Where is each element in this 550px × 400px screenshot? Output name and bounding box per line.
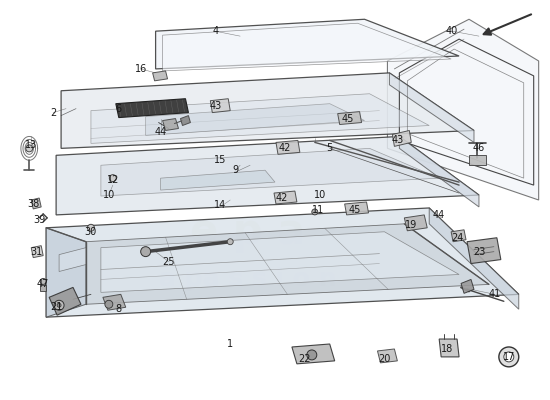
Polygon shape bbox=[399, 136, 479, 207]
Polygon shape bbox=[86, 224, 489, 304]
Text: 43: 43 bbox=[391, 136, 404, 146]
Polygon shape bbox=[467, 238, 501, 264]
Circle shape bbox=[504, 352, 514, 362]
Polygon shape bbox=[49, 287, 81, 315]
Polygon shape bbox=[91, 94, 429, 143]
Polygon shape bbox=[146, 104, 365, 136]
Polygon shape bbox=[180, 116, 190, 126]
Text: 22: 22 bbox=[299, 354, 311, 364]
Polygon shape bbox=[101, 148, 439, 196]
Text: 44: 44 bbox=[433, 210, 446, 220]
Circle shape bbox=[227, 239, 233, 245]
Polygon shape bbox=[404, 215, 427, 231]
Circle shape bbox=[307, 350, 317, 360]
Text: 4: 4 bbox=[212, 26, 218, 36]
Text: 23: 23 bbox=[473, 247, 485, 257]
Text: 38: 38 bbox=[27, 199, 40, 209]
Text: 40: 40 bbox=[446, 26, 458, 36]
Text: 13: 13 bbox=[25, 140, 37, 150]
Polygon shape bbox=[101, 232, 459, 292]
Text: 9: 9 bbox=[232, 165, 238, 175]
Text: 8: 8 bbox=[116, 304, 122, 314]
Circle shape bbox=[312, 209, 318, 215]
Polygon shape bbox=[59, 248, 86, 272]
Polygon shape bbox=[392, 130, 411, 146]
Circle shape bbox=[54, 300, 64, 310]
Text: 12: 12 bbox=[107, 175, 119, 185]
Text: 45: 45 bbox=[348, 205, 361, 215]
Polygon shape bbox=[345, 202, 369, 215]
Circle shape bbox=[87, 224, 95, 231]
Text: 21: 21 bbox=[50, 302, 62, 312]
Text: 10: 10 bbox=[103, 190, 115, 200]
Circle shape bbox=[26, 145, 33, 152]
Text: 42: 42 bbox=[279, 143, 291, 153]
Polygon shape bbox=[377, 349, 398, 363]
Polygon shape bbox=[31, 198, 41, 209]
Polygon shape bbox=[163, 118, 179, 130]
Text: 31: 31 bbox=[30, 247, 42, 257]
Text: 14: 14 bbox=[214, 200, 227, 210]
Text: 41: 41 bbox=[489, 289, 501, 299]
Text: 1: 1 bbox=[227, 339, 233, 349]
Text: 39: 39 bbox=[33, 215, 45, 225]
Text: 17: 17 bbox=[503, 352, 515, 362]
Text: 15: 15 bbox=[214, 155, 227, 165]
Text: 44: 44 bbox=[155, 128, 167, 138]
Polygon shape bbox=[210, 99, 230, 113]
Polygon shape bbox=[461, 280, 474, 293]
Polygon shape bbox=[156, 19, 459, 69]
Polygon shape bbox=[163, 23, 451, 71]
Polygon shape bbox=[439, 339, 459, 357]
Polygon shape bbox=[46, 228, 86, 317]
Polygon shape bbox=[387, 19, 538, 200]
Circle shape bbox=[57, 303, 61, 307]
Polygon shape bbox=[469, 155, 486, 165]
Text: e p a: e p a bbox=[190, 211, 305, 253]
Text: 5: 5 bbox=[327, 143, 333, 153]
Polygon shape bbox=[103, 294, 126, 310]
Polygon shape bbox=[338, 112, 361, 124]
Polygon shape bbox=[274, 191, 297, 204]
Text: a pa s s i o n: a pa s s i o n bbox=[159, 268, 337, 292]
Polygon shape bbox=[389, 73, 474, 142]
Text: 20: 20 bbox=[378, 354, 390, 364]
Circle shape bbox=[109, 175, 116, 182]
Circle shape bbox=[40, 278, 46, 284]
Circle shape bbox=[105, 300, 113, 308]
Polygon shape bbox=[152, 71, 168, 81]
Polygon shape bbox=[46, 208, 519, 317]
Text: 42: 42 bbox=[276, 193, 288, 203]
Text: 43: 43 bbox=[209, 101, 222, 111]
Text: 25: 25 bbox=[162, 256, 175, 266]
Polygon shape bbox=[429, 208, 519, 309]
Text: 45: 45 bbox=[342, 114, 354, 124]
Text: 46: 46 bbox=[473, 143, 485, 153]
Text: 2: 2 bbox=[50, 108, 56, 118]
Text: 10: 10 bbox=[314, 190, 326, 200]
Text: 6: 6 bbox=[116, 104, 122, 114]
Polygon shape bbox=[56, 136, 479, 215]
Text: 18: 18 bbox=[441, 344, 453, 354]
Text: 11: 11 bbox=[312, 205, 324, 215]
Polygon shape bbox=[451, 230, 466, 242]
Text: 30: 30 bbox=[85, 227, 97, 237]
Polygon shape bbox=[161, 170, 275, 190]
Text: 19: 19 bbox=[405, 220, 417, 230]
Polygon shape bbox=[292, 344, 335, 364]
Polygon shape bbox=[116, 99, 189, 118]
Polygon shape bbox=[276, 140, 300, 154]
Polygon shape bbox=[61, 73, 474, 148]
Polygon shape bbox=[31, 246, 43, 258]
Circle shape bbox=[141, 247, 151, 257]
Circle shape bbox=[499, 347, 519, 367]
Polygon shape bbox=[40, 286, 46, 291]
Text: 24: 24 bbox=[451, 233, 463, 243]
Text: 16: 16 bbox=[135, 64, 147, 74]
Text: 47: 47 bbox=[37, 280, 50, 290]
